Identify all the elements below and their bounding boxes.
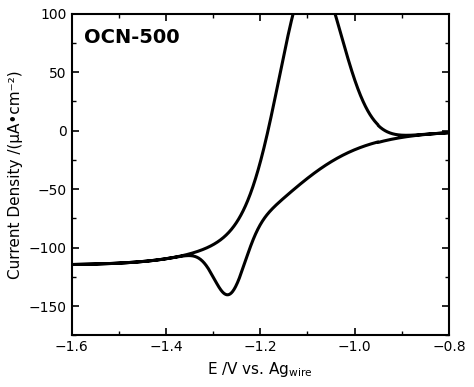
Text: OCN-500: OCN-500 <box>83 28 179 47</box>
X-axis label: E /V vs. Ag$_{\rm wire}$: E /V vs. Ag$_{\rm wire}$ <box>207 360 313 378</box>
Y-axis label: Current Density /(μA•cm⁻²): Current Density /(μA•cm⁻²) <box>9 70 23 279</box>
